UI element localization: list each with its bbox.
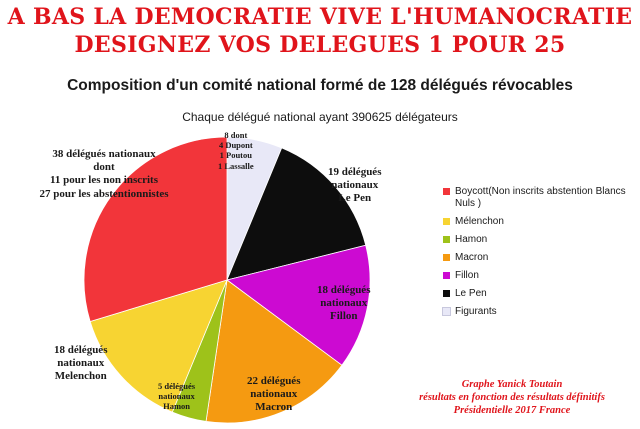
legend-swatch xyxy=(443,218,450,225)
legend-label: Boycott(Non inscrits abstention Blancs N… xyxy=(455,186,626,209)
legend-item-le-pen: Le Pen xyxy=(443,288,633,300)
pie-slice-fillon xyxy=(226,244,371,366)
pie-slice-mlenchon xyxy=(89,279,228,413)
slice-label-fillon: 18 délégués nationaux Fillon xyxy=(317,284,371,323)
pie-slice-lepen xyxy=(226,147,367,281)
legend-swatch xyxy=(443,290,450,297)
legend-item-melenchon: Mélenchon xyxy=(443,216,633,228)
legend-item-fillon: Fillon xyxy=(443,270,633,282)
chart-credit: Graphe Yanick Toutain résultats en fonct… xyxy=(419,379,605,416)
headline-line-1: A BAS LA DEMOCRATIE VIVE L'HUMANOCRATIE xyxy=(7,4,633,30)
legend-swatch xyxy=(443,188,450,195)
legend-swatch xyxy=(443,272,450,279)
slice-label-melenchon: 18 délégués nationaux Melenchon xyxy=(54,344,108,383)
chart-title: Composition d'un comité national formé d… xyxy=(67,77,573,94)
legend-item-hamon: Hamon xyxy=(443,234,633,246)
legend-label: Hamon xyxy=(455,234,488,245)
legend-item-boycott: Boycott(Non inscrits abstention Blancs N… xyxy=(443,186,633,210)
legend-label: Macron xyxy=(455,252,489,263)
legend-label: Fillon xyxy=(455,270,479,281)
legend-label: Mélenchon xyxy=(455,216,504,227)
legend-label: Figurants xyxy=(455,306,497,317)
slice-label-hamon: 5 délégués nationaux Hamon xyxy=(158,381,196,412)
slice-label-le-pen: 19 délégués nationaux Le Pen xyxy=(328,166,382,205)
legend-swatch xyxy=(443,254,450,261)
legend-label: Le Pen xyxy=(455,288,487,299)
legend-swatch xyxy=(443,236,450,243)
legend-item-figurants: Figurants xyxy=(442,306,633,318)
legend-item-macron: Macron xyxy=(443,252,633,264)
slice-label-figurants: 8 dont 4 Dupont 1 Poutou 1 Lassalle xyxy=(218,130,254,171)
slice-label-boycott: 38 délégués nationaux dont 11 pour les n… xyxy=(39,148,169,200)
chart-legend: Boycott(Non inscrits abstention Blancs N… xyxy=(442,186,633,324)
chart-subtitle: Chaque délégué national ayant 390625 dél… xyxy=(182,110,458,124)
slice-label-macron: 22 délégués nationaux Macron xyxy=(247,375,301,414)
pie-slice-macron xyxy=(205,279,343,424)
headline-line-2: DESIGNEZ VOS DELEGUES 1 POUR 25 xyxy=(74,32,566,58)
legend-swatch xyxy=(442,307,451,316)
pie-slice-boycott xyxy=(83,136,228,323)
